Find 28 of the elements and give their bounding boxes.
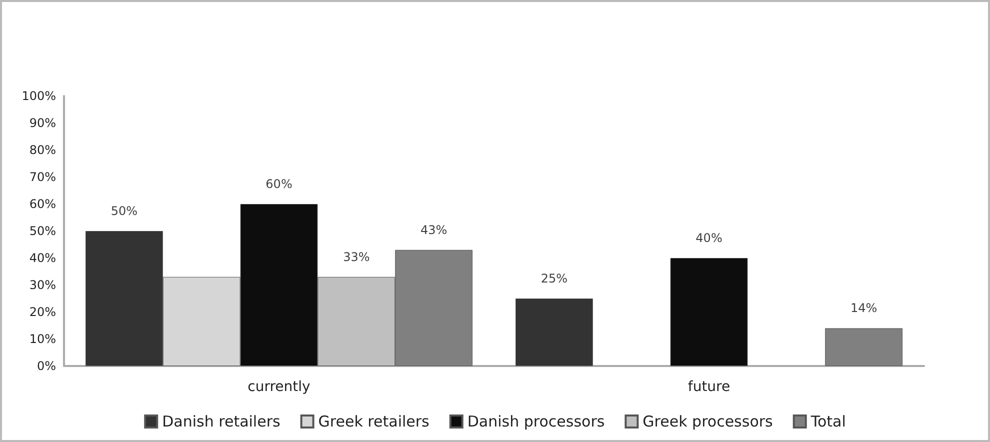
y-tick-label: 20% bbox=[29, 305, 56, 319]
y-tick-label: 100% bbox=[22, 89, 56, 103]
legend-label: Greek processors bbox=[642, 412, 774, 430]
y-tick-label: 10% bbox=[29, 332, 56, 346]
data-label: 14% bbox=[850, 301, 878, 316]
data-label: 43% bbox=[420, 222, 448, 237]
bar bbox=[670, 258, 748, 366]
data-label: 33% bbox=[343, 250, 370, 264]
x-tick-label: currently bbox=[248, 379, 310, 395]
legend-label: Danish processors bbox=[467, 412, 605, 430]
data-label: 50% bbox=[110, 204, 138, 218]
y-tick-label: 70% bbox=[29, 170, 56, 184]
legend-label: Total bbox=[810, 412, 846, 430]
data-label: 40% bbox=[696, 231, 722, 245]
legend-label: Danish retailers bbox=[162, 412, 280, 430]
y-tick-label: 60% bbox=[29, 197, 56, 211]
y-tick-label: 30% bbox=[29, 278, 56, 292]
x-tick-label: future bbox=[688, 379, 730, 395]
data-label: 25% bbox=[540, 272, 568, 286]
legend-label: Greek retailers bbox=[318, 412, 430, 430]
y-tick-label: 90% bbox=[29, 116, 56, 130]
bar bbox=[516, 298, 593, 366]
data-label: 60% bbox=[266, 177, 292, 191]
y-tick-label: 40% bbox=[29, 251, 56, 265]
bar bbox=[825, 328, 902, 366]
y-tick-label: 0% bbox=[36, 359, 56, 373]
y-tick-label: 80% bbox=[29, 143, 56, 157]
y-tick-label: 50% bbox=[29, 224, 56, 238]
